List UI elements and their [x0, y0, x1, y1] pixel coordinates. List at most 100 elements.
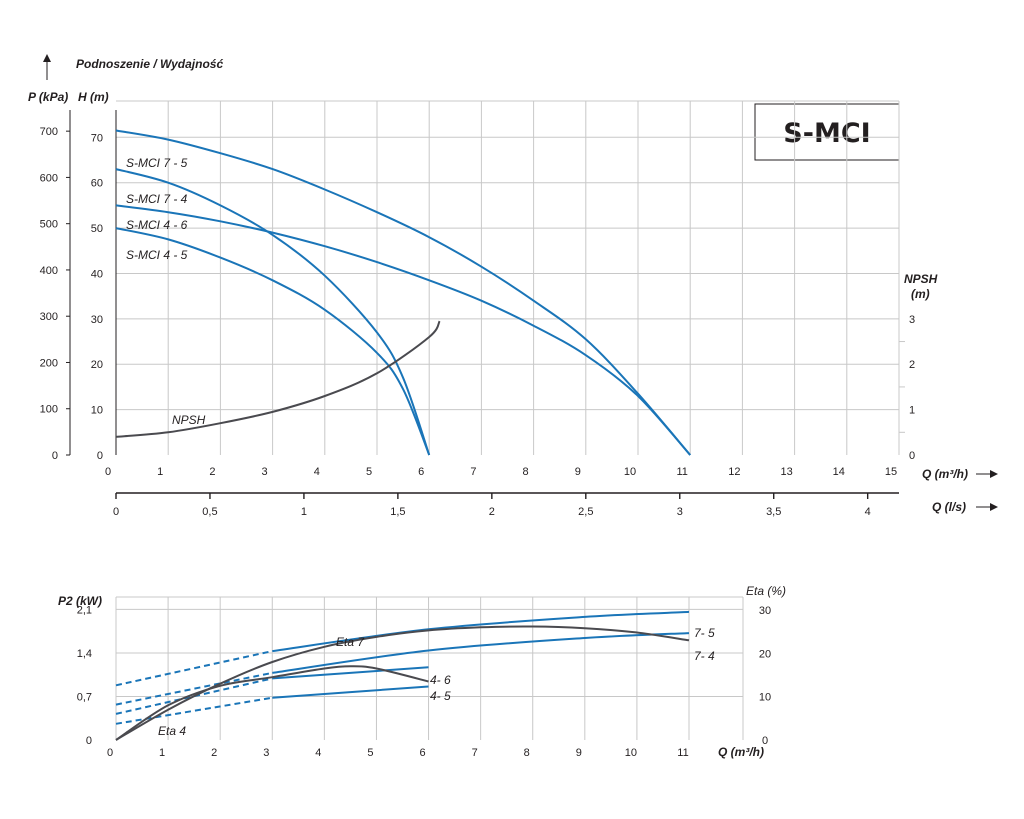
npsh-axis-unit: (m) [911, 287, 930, 301]
power-series-label: 7- 4 [694, 649, 715, 663]
head-chart-title: Podnoszenie / Wydajność [76, 57, 223, 71]
head-h-tick: 70 [91, 132, 103, 144]
q-ls-tick: 2 [489, 506, 495, 518]
head-x-tick: 11 [676, 466, 687, 478]
head-x-tick: 9 [575, 466, 581, 478]
power-x-tick: 1 [159, 747, 165, 759]
p-axis-tick: 100 [40, 404, 58, 416]
head-h-tick: 30 [91, 314, 103, 326]
power-x-tick: 0 [107, 747, 113, 759]
head-curve-s-mci7-4 [115, 168, 431, 456]
q-ls-tick: 1 [301, 506, 307, 518]
model-badge: S-MCI [783, 118, 870, 149]
y-arrow-head [43, 54, 51, 62]
head-x-tick: 1 [157, 466, 163, 478]
q-ls-tick: 0 [113, 506, 119, 518]
eta-axis-label: Eta (%) [746, 584, 786, 598]
power-x-tick: 4 [315, 747, 321, 759]
head-curves [115, 129, 691, 456]
power-series-label: 4- 6 [430, 673, 451, 687]
head-h-tick: 20 [91, 359, 103, 371]
power-x-tick: 8 [524, 747, 530, 759]
head-x-tick: 5 [366, 466, 372, 478]
h-axis-label: H (m) [78, 90, 109, 104]
head-curve-s-mci7-5 [115, 129, 691, 456]
eta-tick: 20 [759, 648, 771, 660]
power-x-tick: 5 [367, 747, 373, 759]
p-axis-tick: 300 [40, 311, 58, 323]
p2-tick: 0 [86, 735, 92, 747]
q-m3h-arrow-head [990, 470, 998, 478]
head-x-tick: 2 [209, 466, 215, 478]
head-x-tick: 15 [885, 466, 897, 478]
p-axis-tick: 500 [40, 219, 58, 231]
power-series-label: 7- 5 [694, 626, 715, 640]
power-x-tick: 3 [263, 747, 269, 759]
power-curve-4-5 [272, 685, 429, 699]
eta-tick: 10 [759, 692, 771, 704]
head-x-tick: 4 [314, 466, 320, 478]
head-curve-npsh [115, 320, 441, 438]
q-ls-tick: 3 [677, 506, 683, 518]
power-q-axis-label: Q (m³/h) [718, 745, 764, 759]
head-h-tick: 10 [91, 405, 103, 417]
head-axes: 0 1 2 3 4 5 6 7 8 9 10 11 12 13 14 15010203040506070010… [40, 54, 998, 518]
head-h-tick: 40 [91, 268, 103, 280]
head-x-tick: 10 [624, 466, 636, 478]
npsh-tick: 0 [909, 450, 915, 462]
q-ls-tick: 1,5 [390, 506, 405, 518]
q-ls-arrow-head [990, 503, 998, 511]
model-badge-box [754, 103, 900, 161]
power-curve-7-4-dashed [115, 671, 273, 706]
head-series-label: S-MCI 4 - 5 [126, 248, 188, 262]
q-ls-tick: 2,5 [578, 506, 593, 518]
power-x-tick: 2 [211, 747, 217, 759]
head-x-tick: 6 [418, 466, 424, 478]
head-curve-s-mci4-5 [115, 227, 431, 456]
q-ls-tick: 4 [865, 506, 871, 518]
p-axis-tick: 400 [40, 265, 58, 277]
head-series-label: NPSH [172, 413, 206, 427]
power-series-label: Eta 7 [336, 635, 365, 649]
head-h-tick: 0 [97, 450, 103, 462]
npsh-tick: 2 [909, 359, 915, 371]
head-grid [116, 100, 900, 455]
p-axis-tick: 0 [52, 450, 58, 462]
npsh-tick: 1 [909, 405, 915, 417]
head-x-tick: 13 [780, 466, 792, 478]
eta-tick: 30 [759, 605, 771, 617]
power-x-tick: 10 [625, 747, 637, 759]
power-x-tick: 6 [419, 747, 425, 759]
power-series-label: 4- 5 [430, 689, 451, 703]
p2-tick: 2,1 [77, 604, 92, 616]
head-x-tick: 8 [523, 466, 529, 478]
p-axis-tick: 700 [40, 126, 58, 138]
head-series-label: S-MCI 7 - 5 [126, 156, 188, 170]
head-x-tick: 12 [728, 466, 740, 478]
power-curve-7-5 [272, 610, 690, 653]
power-curve-eta4 [115, 665, 429, 741]
head-h-tick: 50 [91, 223, 103, 235]
head-x-tick: 0 [105, 466, 111, 478]
p-axis-tick: 200 [40, 357, 58, 369]
head-x-tick: 14 [833, 466, 845, 478]
head-curve-s-mci4-6 [115, 204, 691, 456]
eta-tick: 0 [762, 735, 768, 747]
p-axis-tick: 600 [40, 172, 58, 184]
head-series-label: S-MCI 7 - 4 [126, 192, 188, 206]
power-curve-7-5-dashed [115, 650, 273, 687]
power-curve-7-4 [272, 632, 690, 674]
head-series-labels: S-MCI 7 - 5 S-MCI 7 - 4 S-MCI 4 - 6 S-MCI 4… [126, 156, 206, 427]
power-curve-4-5-dashed [115, 696, 273, 725]
power-curve-4-6 [272, 666, 429, 680]
p-axis-label: P (kPa) [28, 90, 68, 104]
head-x-tick: 7 [470, 466, 476, 478]
power-series-label: Eta 4 [158, 724, 186, 738]
power-series-labels: 7- 5 7- 4 4- 6 4- 5 Eta 7 Eta 4 [158, 626, 715, 738]
head-h-tick: 60 [91, 178, 103, 190]
power-axes: 0 1 2 3 4 5 6 7 8 9 10 11 0 0,7 1,4 2,1 0 10 20 30 [77, 604, 771, 759]
power-x-tick: 11 [677, 747, 688, 759]
q-ls-axis-label: Q (l/s) [932, 500, 966, 514]
p2-tick: 1,4 [77, 648, 92, 660]
